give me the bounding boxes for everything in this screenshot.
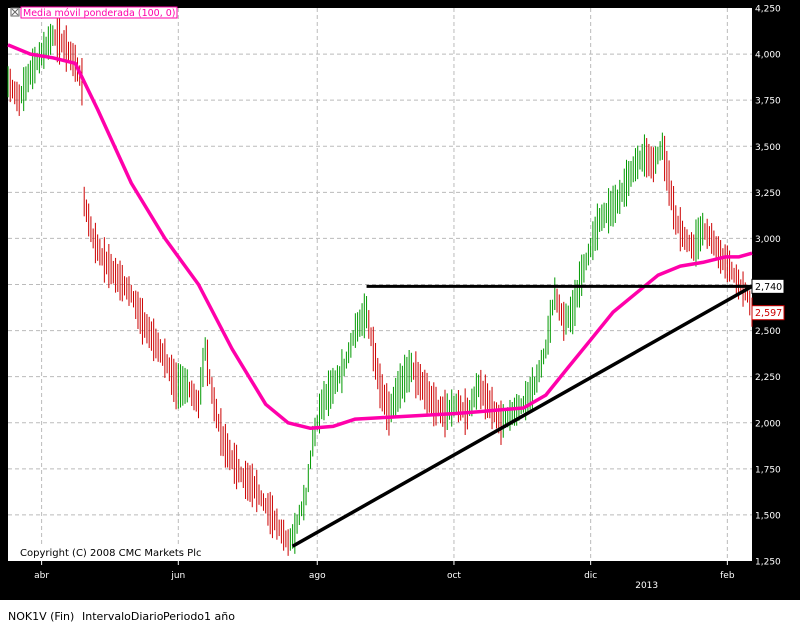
x-tick-label: 2013 <box>635 581 658 591</box>
symbol-label: NOK1V (Fin) <box>8 610 75 623</box>
period-label: Periodo1 año <box>163 610 235 623</box>
price-flag-label: 2,740 <box>755 282 782 293</box>
price-flags: 2,740 2,597 <box>751 278 785 321</box>
indicator-legend[interactable]: Media móvil ponderada (100, 0) <box>10 6 178 19</box>
y-tick-label: 3,000 <box>755 235 781 245</box>
moving-average-line <box>7 43 753 431</box>
y-tick-label: 1,250 <box>755 558 781 568</box>
copyright-box: Copyright (C) 2008 CMC Markets Plc <box>14 544 201 560</box>
copyright-text: Copyright (C) 2008 CMC Markets Plc <box>20 548 201 559</box>
interval-label: IntervaloDiario <box>82 610 164 623</box>
x-tick-label: dic <box>584 571 597 581</box>
chart-svg: 4,2504,0003,7503,5003,2503,0002,7502,500… <box>7 4 785 591</box>
annotation-lines <box>291 284 753 548</box>
grid-layer <box>8 8 752 561</box>
y-tick-label: 2,250 <box>755 373 781 383</box>
x-tick-label: jun <box>170 571 185 581</box>
y-tick-label: 3,750 <box>755 97 781 107</box>
status-bar: NOK1V (Fin) IntervaloDiario Periodo1 año <box>0 600 800 625</box>
y-tick-label: 2,500 <box>755 327 781 337</box>
y-tick-label: 1,750 <box>755 465 781 475</box>
y-tick-label: 4,250 <box>755 5 781 15</box>
x-tick-label: ago <box>309 571 326 581</box>
x-axis: abr jun ago oct dic 2013 feb <box>34 561 735 591</box>
y-tick-label: 1,500 <box>755 511 781 521</box>
y-tick-label: 3,250 <box>755 189 781 199</box>
support-trend-line <box>291 284 753 548</box>
ma-line <box>7 43 753 431</box>
x-tick-label: abr <box>34 571 49 581</box>
x-tick-label: oct <box>447 571 461 581</box>
indicator-legend-label: Media móvil ponderada (100, 0) <box>23 8 176 19</box>
price-flag-box <box>751 305 785 321</box>
y-tick-label: 4,000 <box>755 51 781 61</box>
x-tick-label: feb <box>720 571 735 581</box>
y-tick-label: 2,000 <box>755 419 781 429</box>
y-tick-label: 3,500 <box>755 143 781 153</box>
price-flag-label: 2,597 <box>755 308 782 319</box>
price-flag-box <box>751 278 785 294</box>
price-series <box>7 16 753 556</box>
